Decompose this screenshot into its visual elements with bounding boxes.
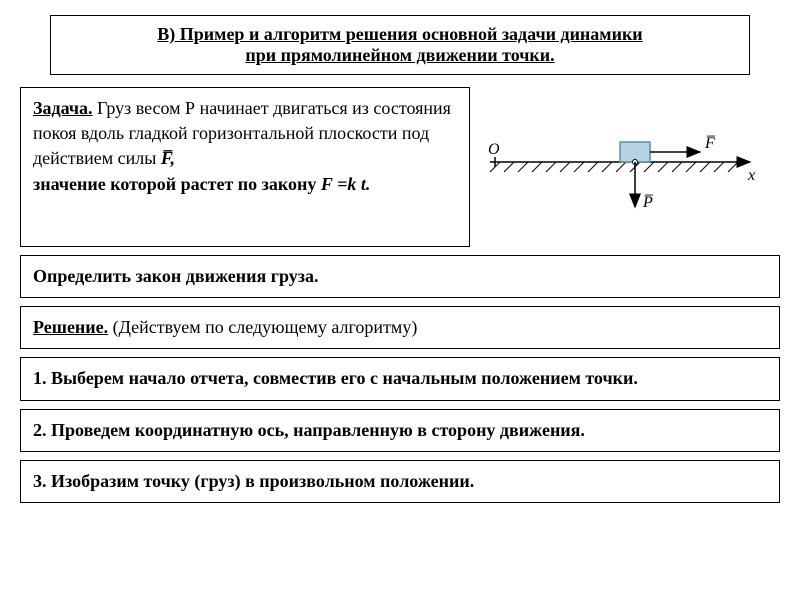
svg-text:O: O [488,141,500,158]
problem-row: Задача. Груз весом Р начинает двигаться … [20,87,780,247]
step3-text: 3. Изобразим точку (груз) в произвольном… [33,471,474,491]
step1-box: 1. Выберем начало отчета, совместив его … [20,357,780,400]
svg-text:P̅: P̅ [642,194,653,211]
svg-text:x: x [747,167,755,184]
physics-diagram: Ox F̅ P̅ [480,122,770,242]
solution-box: Решение. (Действуем по следующему алгори… [20,306,780,349]
step2-box: 2. Проведем координатную ось, направленн… [20,409,780,452]
problem-force-symbol: F̅, [161,148,175,168]
diagram-area: Ox F̅ P̅ [480,87,780,247]
step2-text: 2. Проведем координатную ось, направленн… [33,420,585,440]
solution-text: (Действуем по следующему алгоритму) [113,317,418,337]
title-line-2: при прямолинейном движении точки. [245,45,554,65]
title-box: В) Пример и алгоритм решения основной за… [50,15,750,75]
task-box: Определить закон движения груза. [20,255,780,298]
problem-equation: F =k t. [321,174,370,194]
problem-box: Задача. Груз весом Р начинает двигаться … [20,87,470,247]
problem-text-1: Груз весом Р начинает двигаться из состо… [33,98,451,168]
problem-text-2: значение которой растет по закону [33,174,316,194]
task-text: Определить закон движения груза. [33,266,318,286]
title-line-1: В) Пример и алгоритм решения основной за… [157,24,642,44]
step1-text: 1. Выберем начало отчета, совместив его … [33,368,638,388]
problem-label: Задача. [33,98,93,118]
step3-box: 3. Изобразим точку (груз) в произвольном… [20,460,780,503]
solution-label: Решение. [33,317,108,337]
svg-text:F̅: F̅ [704,135,715,152]
